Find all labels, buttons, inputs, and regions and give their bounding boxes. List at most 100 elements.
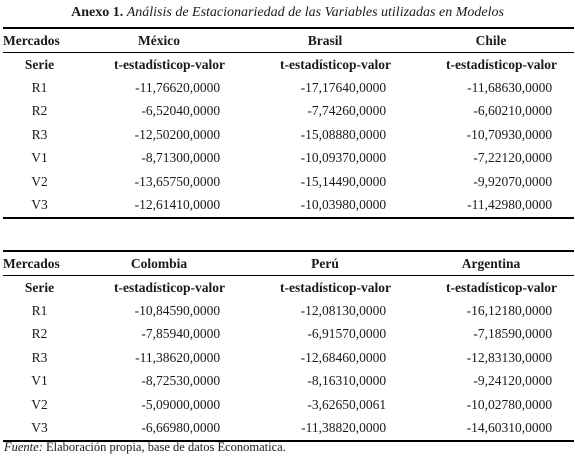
- p-value-cell: 0,0000: [515, 103, 553, 119]
- t-stat-cell: -7,2212: [473, 150, 516, 166]
- t-stat-cell: -6,9157: [307, 326, 350, 342]
- table-row: R1 -10,8459 0,0000 -12,0813 0,0000 -16,1218 0,…: [3, 299, 574, 323]
- serie-cell: R3: [31, 126, 48, 142]
- source-note: Fuente: Elaboración propia, base de dato…: [4, 440, 286, 455]
- t-stat-cell: -5,0900: [141, 396, 183, 412]
- p-value-cell: 0,0000: [349, 416, 409, 442]
- t-stat-cell: -13,6575: [134, 173, 183, 189]
- table-caption: Anexo 1. Análisis de Estacionariedad de …: [0, 5, 575, 21]
- market-name: Perú: [242, 250, 409, 276]
- market-name: México: [76, 27, 243, 53]
- serie-cell: R2: [31, 103, 48, 119]
- t-stat-header: t-estadístico: [446, 279, 516, 295]
- market-name: Chile: [408, 27, 575, 53]
- t-stat-header: t-estadístico: [114, 279, 183, 295]
- t-stat-cell: -17,1764: [300, 79, 350, 95]
- table-row: R3 -11,3862 0,0000 -12,6846 0,0000 -12,8313 0,…: [3, 346, 574, 370]
- t-stat-cell: -6,6698: [76, 416, 183, 442]
- serie-label: Serie: [24, 56, 55, 72]
- p-value-cell: 0,0000: [349, 373, 387, 389]
- p-value-cell: 0,0000: [183, 349, 221, 365]
- p-value-header: p-valor: [515, 279, 558, 295]
- p-value-cell: 0,0000: [515, 416, 575, 442]
- serie-label: Serie: [24, 279, 55, 295]
- t-stat-cell: -15,0888: [300, 126, 350, 142]
- t-stat-cell: -10,7093: [466, 126, 516, 142]
- stationarity-table-2: Mercados Colombia Perú Argentina Serie t-esta…: [3, 250, 575, 442]
- p-value-cell: 0,0000: [515, 150, 553, 166]
- table-row: V3 -12,6141 0,0000 -10,0398 0,0000 -11,4298 0,…: [3, 193, 575, 219]
- p-value-cell: 0,0000: [515, 373, 553, 389]
- p-value-header: p-valor: [349, 56, 392, 72]
- t-stat-cell: -11,3862: [135, 349, 183, 365]
- market-name: Argentina: [408, 250, 575, 276]
- p-value-cell: 0,0000: [183, 302, 221, 318]
- p-value-cell: 0,0000: [349, 302, 387, 318]
- source-text: Elaboración propia, base de datos Econom…: [42, 440, 286, 454]
- t-stat-cell: -14,6031: [408, 416, 516, 442]
- p-value-cell: 0,0000: [183, 396, 221, 412]
- p-value-cell: 0,0000: [349, 193, 409, 219]
- p-value-cell: 0,0000: [515, 193, 575, 219]
- caption-title: Análisis de Estacionariedad de las Varia…: [126, 5, 504, 20]
- p-value-cell: 0,0000: [183, 79, 221, 95]
- table-row: R2 -7,8594 0,0000 -6,9157 0,0000 -7,1859 0,000…: [3, 323, 574, 347]
- p-value-cell: 0,0000: [515, 302, 553, 318]
- t-stat-cell: -16,1218: [466, 302, 516, 318]
- table-row: V1 -8,7253 0,0000 -8,1631 0,0000 -9,2412 0,000…: [3, 370, 574, 394]
- markets-header-row: Mercados México Brasil Chile: [3, 27, 575, 53]
- column-header-row: Serie t-estadístico p-valor t-estadístico p-…: [3, 276, 574, 300]
- t-stat-cell: -12,6141: [76, 193, 183, 219]
- t-stat-cell: -9,9207: [473, 173, 516, 189]
- t-stat-cell: -3,6265: [307, 396, 350, 412]
- table-row: V2 -5,0900 0,0000 -3,6265 0,0061 -10,0278 0,00…: [3, 393, 574, 417]
- p-value-cell: 0,0061: [349, 396, 387, 412]
- p-value-header: p-valor: [349, 279, 392, 295]
- t-stat-cell: -11,4298: [408, 193, 516, 219]
- t-stat-cell: -8,7130: [141, 150, 183, 166]
- p-value-cell: 0,0000: [349, 326, 387, 342]
- p-value-cell: 0,0000: [183, 416, 243, 442]
- t-stat-cell: -12,5020: [134, 126, 183, 142]
- t-stat-header: t-estadístico: [280, 56, 350, 72]
- p-value-cell: 0,0000: [183, 326, 221, 342]
- serie-cell: V2: [31, 396, 48, 412]
- p-value-cell: 0,0000: [515, 326, 553, 342]
- markets-header-row: Mercados Colombia Perú Argentina: [3, 250, 575, 276]
- table-row: R1 -11,7662 0,0000 -17,1764 0,0000 -11,6863 0,…: [3, 76, 574, 100]
- t-stat-cell: -6,6021: [473, 103, 516, 119]
- t-stat-cell: -6,5204: [141, 103, 183, 119]
- markets-label: Mercados: [3, 250, 76, 276]
- t-stat-cell: -15,1449: [300, 173, 350, 189]
- market-name: Colombia: [76, 250, 243, 276]
- t-stat-cell: -12,6846: [300, 349, 350, 365]
- t-stat-cell: -10,8459: [134, 302, 183, 318]
- t-stat-header: t-estadístico: [114, 56, 183, 72]
- p-value-cell: 0,0000: [183, 150, 221, 166]
- t-stat-cell: -10,0398: [242, 193, 350, 219]
- t-stat-cell: -7,7426: [307, 103, 350, 119]
- p-value-cell: 0,0000: [349, 173, 387, 189]
- table-row: R2 -6,5204 0,0000 -7,7426 0,0000 -6,6021 0,000…: [3, 100, 574, 124]
- p-value-cell: 0,0000: [183, 373, 221, 389]
- t-stat-cell: -11,6863: [467, 79, 516, 95]
- serie-cell: V1: [31, 150, 48, 166]
- column-header-row: Serie t-estadístico p-valor t-estadístico p-…: [3, 53, 574, 77]
- serie-cell: R1: [31, 79, 48, 95]
- p-value-header: p-valor: [183, 56, 225, 72]
- market-name: Brasil: [242, 27, 409, 53]
- serie-cell: R1: [31, 302, 48, 318]
- stationarity-table-1: Mercados México Brasil Chile Serie t-estadíst…: [3, 27, 575, 219]
- table-row: V1 -8,7130 0,0000 -10,0937 0,0000 -7,2212 0,00…: [3, 147, 574, 171]
- table-row: V2 -13,6575 0,0000 -15,1449 0,0000 -9,9207 0,0…: [3, 170, 574, 194]
- serie-cell: V1: [31, 373, 48, 389]
- p-value-cell: 0,0000: [183, 103, 221, 119]
- p-value-cell: 0,0000: [349, 103, 387, 119]
- p-value-cell: 0,0000: [349, 349, 387, 365]
- t-stat-cell: -12,8313: [466, 349, 516, 365]
- t-stat-cell: -7,1859: [473, 326, 516, 342]
- p-value-cell: 0,0000: [515, 79, 553, 95]
- table-row: R3 -12,5020 0,0000 -15,0888 0,0000 -10,7093 0,…: [3, 123, 574, 147]
- p-value-cell: 0,0000: [515, 173, 553, 189]
- serie-cell: V2: [31, 173, 48, 189]
